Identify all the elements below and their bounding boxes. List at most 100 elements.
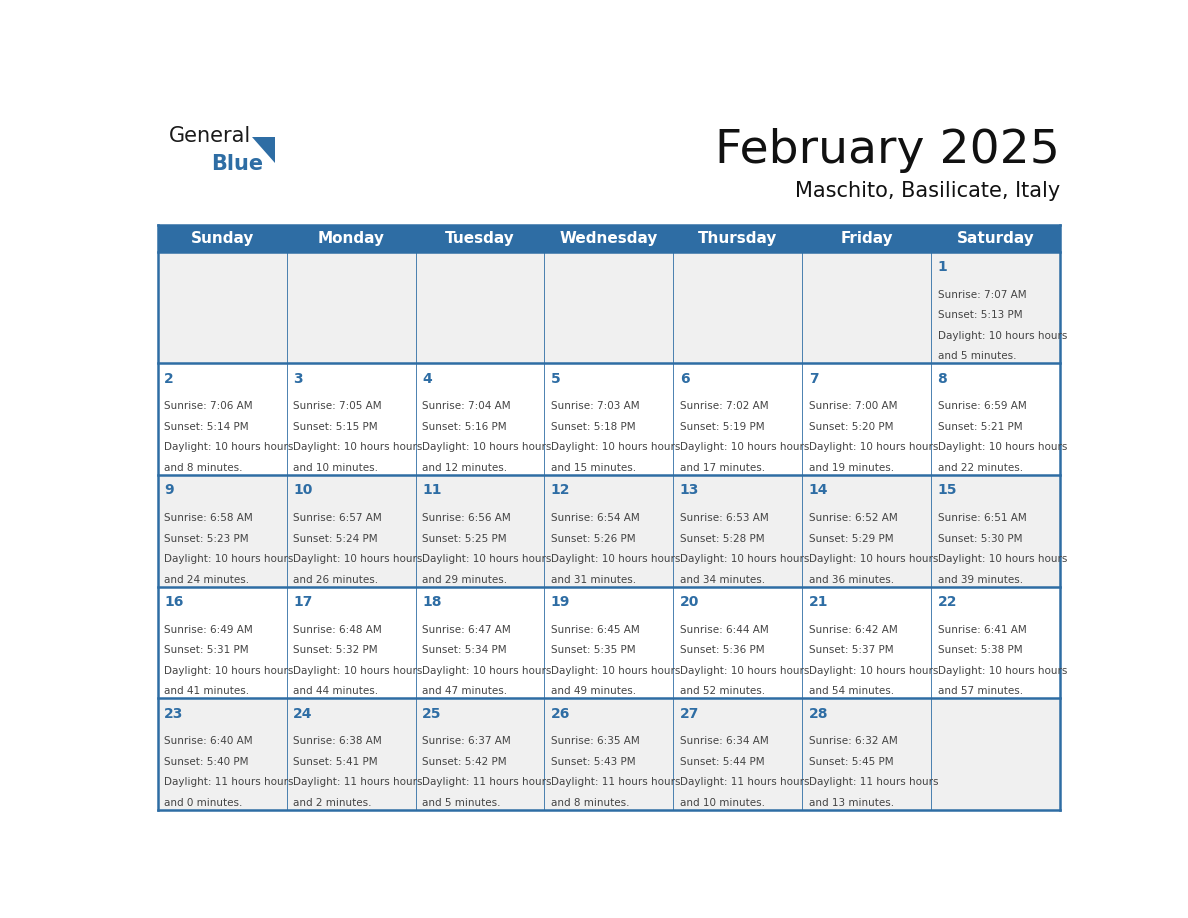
Text: and 17 minutes.: and 17 minutes.	[680, 463, 765, 473]
Text: Sunset: 5:23 PM: Sunset: 5:23 PM	[164, 533, 248, 543]
Bar	[286, 364, 416, 475]
Text: Sunset: 5:37 PM: Sunset: 5:37 PM	[809, 645, 893, 655]
Text: Daylight: 10 hours hours: Daylight: 10 hours hours	[809, 442, 939, 453]
Text: Daylight: 10 hours hours: Daylight: 10 hours hours	[809, 666, 939, 676]
Bar	[674, 364, 802, 475]
Bar	[286, 587, 416, 699]
Text: Daylight: 10 hours hours: Daylight: 10 hours hours	[293, 554, 423, 564]
Text: Sunset: 5:31 PM: Sunset: 5:31 PM	[164, 645, 248, 655]
Text: and 8 minutes.: and 8 minutes.	[551, 798, 630, 808]
Text: Maschito, Basilicate, Italy: Maschito, Basilicate, Italy	[795, 181, 1060, 201]
Text: Daylight: 10 hours hours: Daylight: 10 hours hours	[293, 666, 423, 676]
Text: and 31 minutes.: and 31 minutes.	[551, 575, 636, 585]
Text: Sunrise: 6:45 AM: Sunrise: 6:45 AM	[551, 625, 639, 634]
Text: 8: 8	[937, 372, 947, 386]
Text: Sunrise: 7:07 AM: Sunrise: 7:07 AM	[937, 290, 1026, 299]
Text: Daylight: 11 hours hours: Daylight: 11 hours hours	[164, 778, 293, 788]
Text: Daylight: 10 hours hours: Daylight: 10 hours hours	[164, 554, 293, 564]
Bar	[158, 225, 1060, 252]
Text: Sunset: 5:45 PM: Sunset: 5:45 PM	[809, 757, 893, 767]
Text: Sunset: 5:35 PM: Sunset: 5:35 PM	[551, 645, 636, 655]
Text: Daylight: 10 hours hours: Daylight: 10 hours hours	[293, 442, 423, 453]
Text: Sunrise: 7:06 AM: Sunrise: 7:06 AM	[164, 401, 253, 411]
Text: General: General	[169, 126, 251, 146]
Bar	[544, 699, 674, 810]
Text: 28: 28	[809, 707, 828, 721]
Text: 22: 22	[937, 595, 958, 609]
Text: Sunset: 5:30 PM: Sunset: 5:30 PM	[937, 533, 1022, 543]
Text: 20: 20	[680, 595, 699, 609]
Text: 17: 17	[293, 595, 312, 609]
Text: Daylight: 11 hours hours: Daylight: 11 hours hours	[809, 778, 939, 788]
Text: Daylight: 10 hours hours: Daylight: 10 hours hours	[680, 666, 809, 676]
Text: 19: 19	[551, 595, 570, 609]
Text: Sunrise: 6:35 AM: Sunrise: 6:35 AM	[551, 736, 639, 746]
Bar	[802, 252, 931, 364]
Bar	[544, 252, 674, 364]
Text: 1: 1	[937, 260, 947, 274]
Text: and 2 minutes.: and 2 minutes.	[293, 798, 372, 808]
Text: Thursday: Thursday	[699, 230, 777, 246]
Text: and 15 minutes.: and 15 minutes.	[551, 463, 636, 473]
Bar	[286, 699, 416, 810]
Text: Daylight: 10 hours hours: Daylight: 10 hours hours	[422, 666, 551, 676]
Text: Sunrise: 6:48 AM: Sunrise: 6:48 AM	[293, 625, 381, 634]
Text: and 36 minutes.: and 36 minutes.	[809, 575, 893, 585]
Bar	[674, 587, 802, 699]
Text: Sunrise: 6:58 AM: Sunrise: 6:58 AM	[164, 513, 253, 523]
Text: 15: 15	[937, 484, 958, 498]
Bar	[416, 587, 544, 699]
Bar	[674, 699, 802, 810]
Text: 13: 13	[680, 484, 699, 498]
Text: Sunrise: 6:56 AM: Sunrise: 6:56 AM	[422, 513, 511, 523]
Text: and 41 minutes.: and 41 minutes.	[164, 687, 249, 696]
Bar	[416, 364, 544, 475]
Text: 9: 9	[164, 484, 173, 498]
Text: 23: 23	[164, 707, 183, 721]
Text: 3: 3	[293, 372, 303, 386]
Text: and 44 minutes.: and 44 minutes.	[293, 687, 378, 696]
Text: Daylight: 10 hours hours: Daylight: 10 hours hours	[680, 442, 809, 453]
Text: Sunset: 5:36 PM: Sunset: 5:36 PM	[680, 645, 764, 655]
Text: Daylight: 11 hours hours: Daylight: 11 hours hours	[293, 778, 423, 788]
Text: Daylight: 11 hours hours: Daylight: 11 hours hours	[551, 778, 681, 788]
Text: Sunrise: 6:44 AM: Sunrise: 6:44 AM	[680, 625, 769, 634]
Text: Sunrise: 6:49 AM: Sunrise: 6:49 AM	[164, 625, 253, 634]
Text: Sunrise: 6:38 AM: Sunrise: 6:38 AM	[293, 736, 381, 746]
Text: and 29 minutes.: and 29 minutes.	[422, 575, 507, 585]
Text: 24: 24	[293, 707, 312, 721]
Text: Sunset: 5:38 PM: Sunset: 5:38 PM	[937, 645, 1022, 655]
Text: 14: 14	[809, 484, 828, 498]
Bar	[931, 252, 1060, 364]
Bar	[158, 699, 286, 810]
Bar	[544, 587, 674, 699]
Text: Daylight: 10 hours hours: Daylight: 10 hours hours	[422, 442, 551, 453]
Text: Sunrise: 7:00 AM: Sunrise: 7:00 AM	[809, 401, 897, 411]
Bar	[416, 252, 544, 364]
Text: Daylight: 10 hours hours: Daylight: 10 hours hours	[680, 554, 809, 564]
Text: and 10 minutes.: and 10 minutes.	[680, 798, 765, 808]
Text: Daylight: 10 hours hours: Daylight: 10 hours hours	[937, 554, 1067, 564]
Text: Wednesday: Wednesday	[560, 230, 658, 246]
Text: Blue: Blue	[211, 154, 264, 174]
Bar	[931, 587, 1060, 699]
Text: and 12 minutes.: and 12 minutes.	[422, 463, 507, 473]
Text: Sunrise: 6:41 AM: Sunrise: 6:41 AM	[937, 625, 1026, 634]
Text: 18: 18	[422, 595, 442, 609]
Text: and 22 minutes.: and 22 minutes.	[937, 463, 1023, 473]
Text: Sunset: 5:26 PM: Sunset: 5:26 PM	[551, 533, 636, 543]
Text: Sunset: 5:24 PM: Sunset: 5:24 PM	[293, 533, 378, 543]
Text: Sunset: 5:14 PM: Sunset: 5:14 PM	[164, 422, 248, 431]
Bar	[158, 364, 286, 475]
Text: and 13 minutes.: and 13 minutes.	[809, 798, 893, 808]
Text: Sunrise: 6:47 AM: Sunrise: 6:47 AM	[422, 625, 511, 634]
Bar	[802, 587, 931, 699]
Bar	[544, 475, 674, 587]
Text: and 26 minutes.: and 26 minutes.	[293, 575, 378, 585]
Bar	[158, 475, 286, 587]
Text: Daylight: 10 hours hours: Daylight: 10 hours hours	[937, 442, 1067, 453]
Text: 10: 10	[293, 484, 312, 498]
Text: Friday: Friday	[840, 230, 893, 246]
Text: Sunrise: 6:37 AM: Sunrise: 6:37 AM	[422, 736, 511, 746]
Bar	[158, 587, 286, 699]
